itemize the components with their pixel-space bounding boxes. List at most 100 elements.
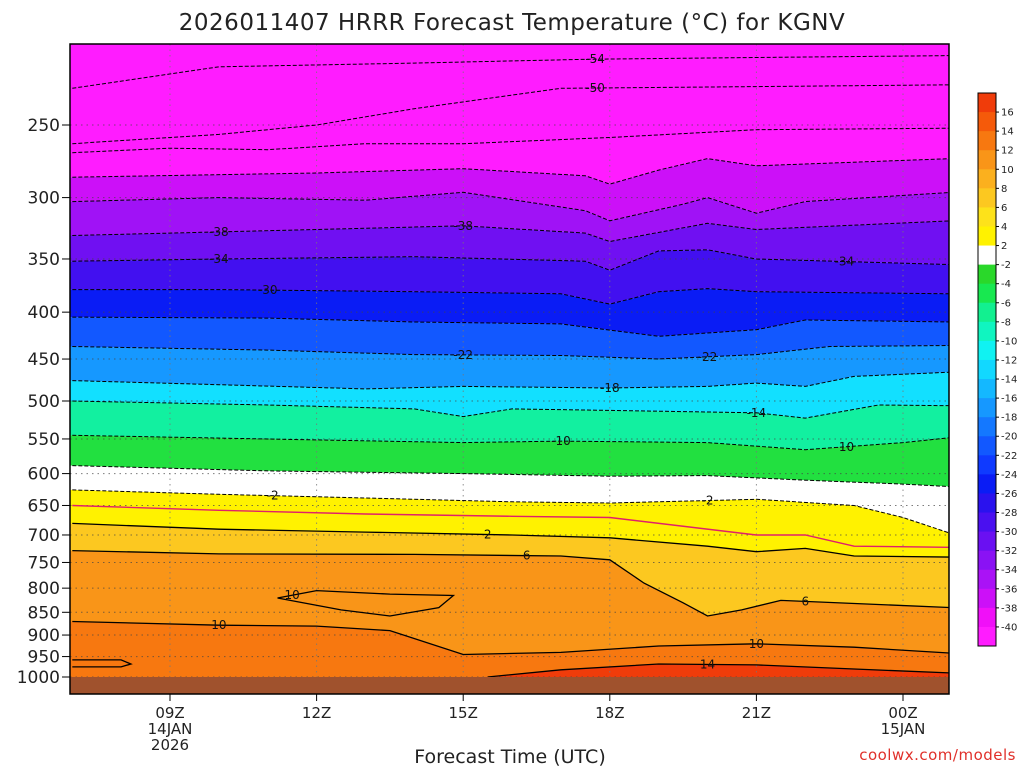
contour-label: -54 <box>585 52 605 66</box>
colorbar-swatch <box>978 340 996 361</box>
contour-label: -30 <box>258 283 278 297</box>
colorbar-swatch <box>978 398 996 418</box>
colorbar-swatch <box>978 245 996 266</box>
temperature-band <box>70 44 949 185</box>
colorbar-swatch <box>978 550 996 571</box>
contour-line <box>72 249 949 271</box>
colorbar-swatch <box>978 417 996 437</box>
colorbar-label: 12 <box>1001 146 1014 157</box>
temperature-band <box>70 465 949 533</box>
y-tick-label: 800 <box>28 579 60 599</box>
colorbar-label: 16 <box>1001 108 1014 119</box>
contour-label: -50 <box>585 81 605 95</box>
contour-line <box>277 589 456 617</box>
colorbar-swatch <box>978 588 996 609</box>
contour-label: -34 <box>209 252 229 266</box>
colorbar-label: -38 <box>1001 603 1017 614</box>
contour-label: -2 <box>702 494 714 508</box>
temperature-band <box>70 192 949 242</box>
plot-area <box>70 44 949 694</box>
contour-line <box>72 465 949 488</box>
temperature-band <box>70 621 949 677</box>
contour-label: 6 <box>801 594 809 608</box>
colorbar-swatch <box>978 207 996 227</box>
colorbar-swatch <box>978 474 996 494</box>
y-tick-label: 500 <box>28 392 60 412</box>
colorbar-swatch <box>978 455 996 475</box>
colorbar-swatch <box>978 607 996 628</box>
colorbar-label: -12 <box>1001 355 1017 366</box>
x-tick-label: 18Z <box>595 704 624 722</box>
contour-label: -38 <box>209 225 229 239</box>
contour-line <box>72 288 949 305</box>
colorbar-label: -18 <box>1001 413 1017 424</box>
plot-frame <box>69 43 950 695</box>
contour-line <box>72 158 949 185</box>
y-tick-label: 700 <box>28 526 60 546</box>
contour-label: -10 <box>551 434 571 448</box>
y-tick-label: 400 <box>28 303 60 323</box>
colorbar-swatch <box>978 359 996 380</box>
x-tick-label: 15JAN <box>881 720 926 738</box>
colorbar-label: -24 <box>1001 470 1017 481</box>
x-tick-label: 15Z <box>449 704 478 722</box>
contour-label: 14 <box>700 657 715 671</box>
colorbar-label: -34 <box>1001 565 1017 576</box>
colorbar-label: -32 <box>1001 546 1017 557</box>
x-axis-label: Forecast Time (UTC) <box>414 746 605 768</box>
contour-line <box>72 55 949 89</box>
contour-label: 10 <box>211 618 226 632</box>
contour-label: 10 <box>285 588 300 602</box>
contour-line <box>72 191 949 222</box>
y-tick-label: 300 <box>28 189 60 209</box>
y-tick-label: 750 <box>28 553 60 573</box>
contour-label: -38 <box>453 219 473 233</box>
grid-lines <box>70 44 949 694</box>
colorbar-swatch <box>978 321 996 342</box>
colorbar-swatch <box>978 379 996 399</box>
colorbar-swatch <box>978 302 996 323</box>
contour-labels: -54-50-38 -38-34 -34-30-22 -22-18-14-10 -10-… <box>209 52 854 671</box>
contour-line <box>487 663 949 678</box>
colorbar-label: 14 <box>1001 127 1014 138</box>
contour-line <box>72 489 949 534</box>
colorbar-frame <box>977 92 997 647</box>
contour-lines <box>72 55 949 678</box>
contour-line <box>72 84 949 145</box>
colorbar-swatch <box>978 493 996 514</box>
contour-line <box>72 220 949 243</box>
temperature-band <box>70 435 949 487</box>
colorbar-swatch <box>978 131 996 151</box>
colorbar-swatch <box>978 188 996 208</box>
colorbar-label: -4 <box>1001 279 1011 290</box>
colorbar-label: -28 <box>1001 508 1017 519</box>
colorbar-label: -26 <box>1001 489 1017 500</box>
x-tick-label: 21Z <box>742 704 771 722</box>
ground-layer <box>70 677 949 694</box>
colorbar-swatch <box>978 150 996 170</box>
credit-text: coolwx.com/models <box>859 746 1016 764</box>
temperature-band <box>70 249 949 305</box>
y-tick-label: 900 <box>28 626 60 646</box>
temperature-band <box>70 489 949 558</box>
temperature-bands <box>70 44 949 694</box>
y-tick-label: 850 <box>28 603 60 623</box>
x-tick-label: 12Z <box>302 704 331 722</box>
y-tick-label: 600 <box>28 465 60 485</box>
contour-label: 6 <box>523 549 531 563</box>
colorbar-label: -16 <box>1001 394 1017 405</box>
colorbar-swatch <box>978 264 996 285</box>
contour-line <box>72 400 949 419</box>
temperature-band <box>70 401 949 450</box>
temperature-band <box>70 550 949 655</box>
x-tick-label: 14JAN <box>148 720 193 738</box>
colorbar-swatch <box>978 531 996 552</box>
temperature-band <box>70 158 949 221</box>
contour-line <box>72 659 133 668</box>
y-tick-label: 650 <box>28 496 60 516</box>
colorbar-label: 4 <box>1001 222 1007 233</box>
contour-line <box>72 620 949 656</box>
chart-title: 2026011407 HRRR Forecast Temperature (°C… <box>179 10 845 36</box>
contour-line <box>72 371 949 390</box>
y-axis-ticks: 250 300 350 400 450 500 550 600 650 700 750 800 850 9… <box>17 116 70 688</box>
